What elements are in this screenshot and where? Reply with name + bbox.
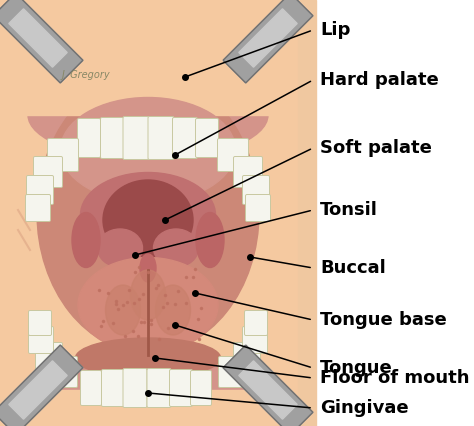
Polygon shape	[0, 345, 83, 426]
Polygon shape	[223, 0, 313, 83]
Ellipse shape	[140, 254, 156, 282]
FancyBboxPatch shape	[48, 357, 78, 388]
Ellipse shape	[196, 213, 224, 268]
Text: Gingivae: Gingivae	[320, 399, 409, 417]
Polygon shape	[9, 361, 67, 419]
Ellipse shape	[81, 173, 216, 257]
FancyBboxPatch shape	[246, 195, 271, 222]
Ellipse shape	[72, 213, 100, 268]
FancyBboxPatch shape	[243, 176, 270, 204]
Ellipse shape	[106, 285, 140, 335]
Polygon shape	[9, 9, 67, 67]
FancyBboxPatch shape	[148, 116, 174, 159]
FancyBboxPatch shape	[28, 311, 52, 336]
FancyBboxPatch shape	[245, 311, 267, 336]
Text: Hard palate: Hard palate	[320, 71, 439, 89]
Text: Tongue base: Tongue base	[320, 311, 447, 329]
Ellipse shape	[155, 285, 191, 335]
FancyBboxPatch shape	[78, 118, 100, 158]
FancyBboxPatch shape	[173, 118, 198, 158]
FancyBboxPatch shape	[147, 368, 171, 408]
Bar	[298, 0, 474, 426]
Ellipse shape	[103, 180, 193, 260]
FancyBboxPatch shape	[123, 116, 149, 159]
Ellipse shape	[78, 257, 218, 352]
Ellipse shape	[28, 70, 268, 160]
Ellipse shape	[38, 360, 258, 415]
Text: Lip: Lip	[320, 21, 350, 39]
Text: J. Gregory: J. Gregory	[62, 70, 110, 80]
FancyBboxPatch shape	[219, 357, 247, 388]
FancyBboxPatch shape	[191, 371, 211, 406]
Bar	[23, 0, 273, 115]
Text: Buccal: Buccal	[320, 259, 386, 277]
FancyBboxPatch shape	[81, 371, 101, 406]
FancyBboxPatch shape	[234, 343, 261, 371]
FancyBboxPatch shape	[34, 156, 63, 187]
Text: Soft palate: Soft palate	[320, 139, 432, 157]
FancyBboxPatch shape	[26, 195, 51, 222]
Text: Tonsil: Tonsil	[320, 201, 378, 219]
Text: Tongue: Tongue	[320, 359, 393, 377]
Polygon shape	[239, 9, 297, 67]
FancyBboxPatch shape	[28, 326, 54, 354]
FancyBboxPatch shape	[27, 176, 54, 204]
Ellipse shape	[98, 229, 143, 267]
FancyBboxPatch shape	[36, 343, 63, 371]
Ellipse shape	[130, 270, 165, 320]
FancyBboxPatch shape	[218, 138, 248, 172]
Polygon shape	[239, 361, 297, 419]
FancyBboxPatch shape	[170, 369, 192, 406]
FancyBboxPatch shape	[234, 156, 263, 187]
FancyBboxPatch shape	[100, 118, 126, 158]
Bar	[298, 0, 316, 426]
FancyBboxPatch shape	[101, 369, 125, 406]
Bar	[0, 0, 298, 426]
FancyBboxPatch shape	[195, 118, 219, 158]
Bar	[33, 390, 263, 426]
Ellipse shape	[154, 229, 199, 267]
FancyBboxPatch shape	[47, 138, 79, 172]
FancyBboxPatch shape	[123, 368, 147, 408]
Ellipse shape	[75, 338, 220, 378]
Polygon shape	[223, 345, 313, 426]
FancyBboxPatch shape	[243, 326, 267, 354]
Ellipse shape	[3, 8, 293, 398]
Polygon shape	[0, 0, 83, 83]
Ellipse shape	[37, 73, 259, 353]
Text: Floor of mouth: Floor of mouth	[320, 369, 470, 387]
Ellipse shape	[61, 98, 236, 202]
